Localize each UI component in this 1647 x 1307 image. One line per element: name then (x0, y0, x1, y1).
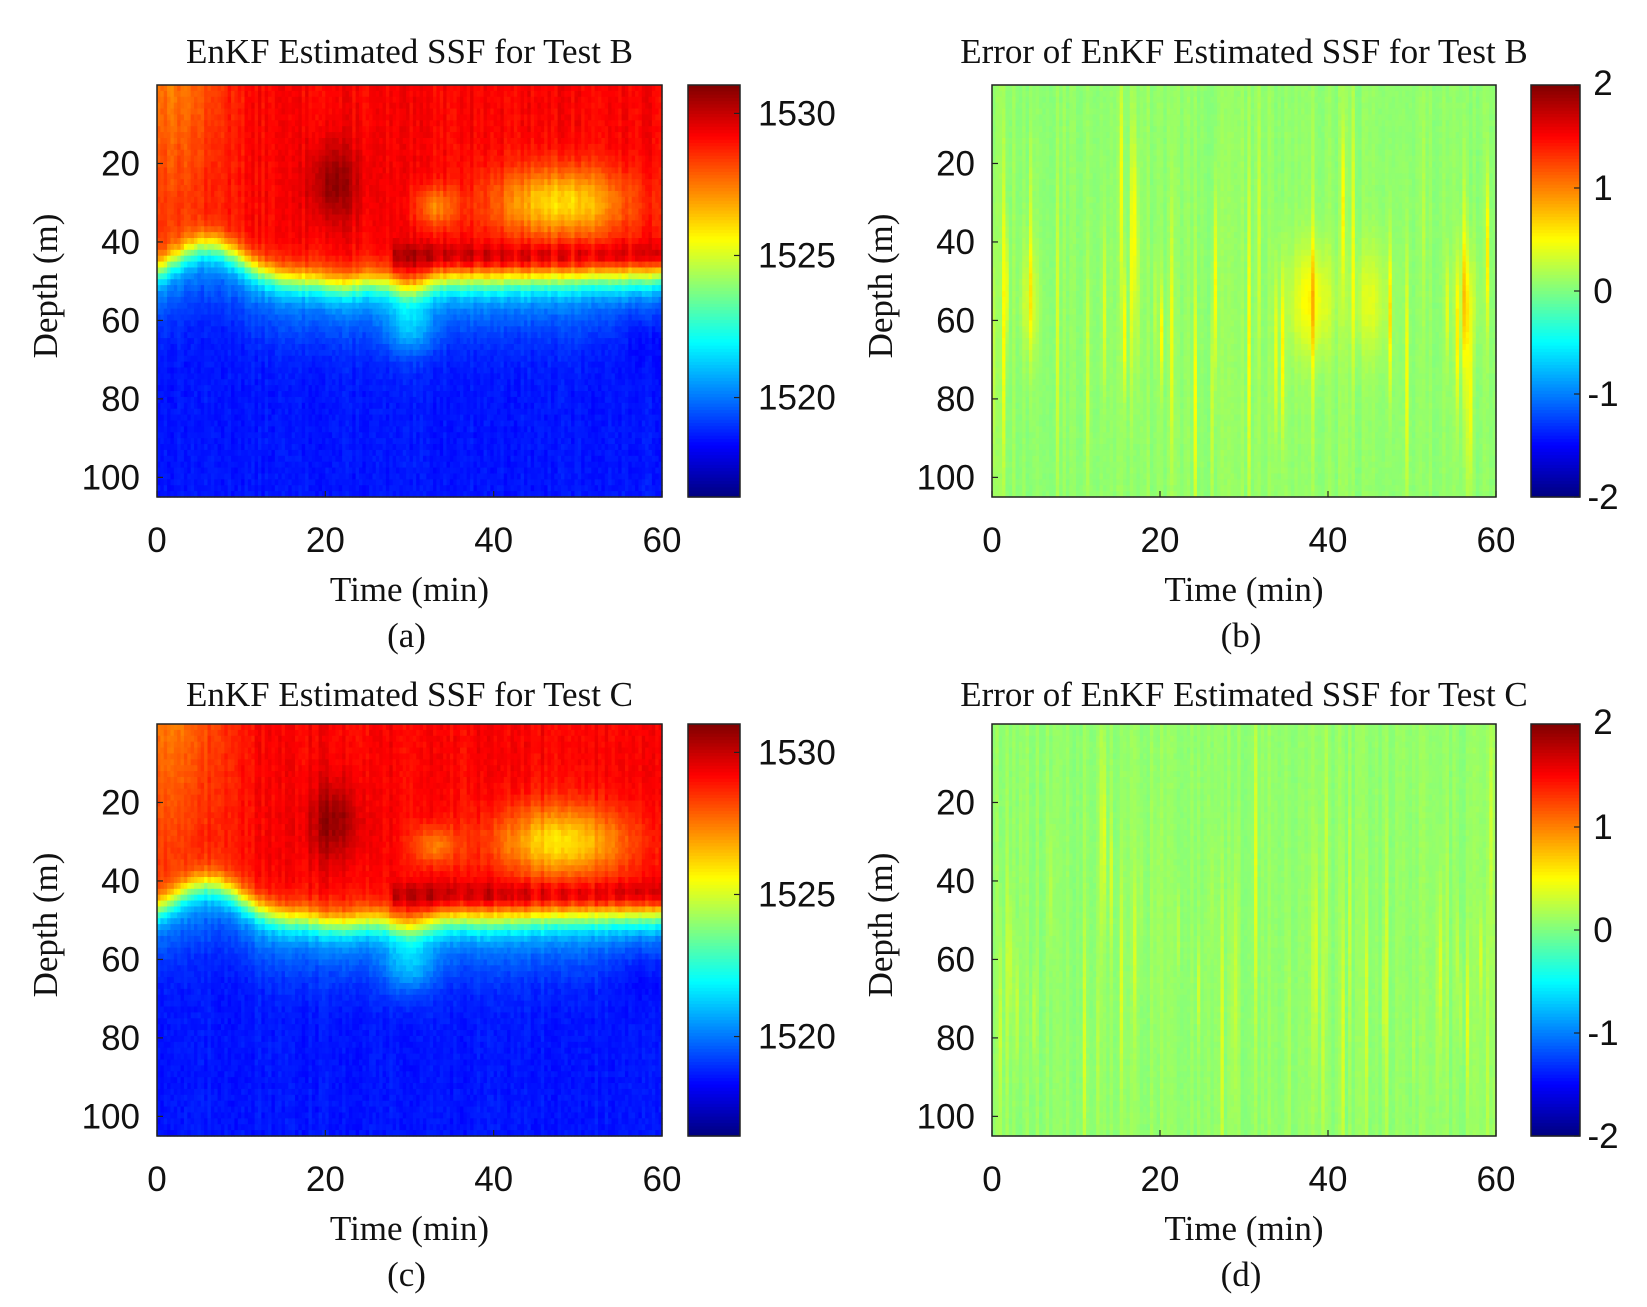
y-axis-label: Depth (m) (861, 214, 900, 359)
y-tick-label: 80 (936, 1019, 975, 1058)
colorbar-tick-label: 1 (1593, 169, 1612, 208)
colorbar-tick-label: 0 (1593, 911, 1612, 950)
x-tick-label: 0 (982, 521, 1001, 560)
heatmap (157, 724, 663, 1137)
y-tick-label: 20 (936, 783, 975, 822)
colorbar-tick-label: -2 (1587, 1117, 1618, 1156)
y-tick-label: 20 (101, 144, 140, 183)
y-axis-ticks: 20 40 60 80 100 (82, 783, 163, 1136)
colorbar-tick-label: 1530 (758, 94, 836, 133)
panel-d: Error of EnKF Estimated SSF for Test C20… (861, 675, 1619, 1294)
colorbar-tick-label: 1520 (758, 1018, 836, 1057)
x-axis-ticks: 0 20 40 60 (982, 1130, 1515, 1199)
x-tick-label: 60 (643, 1160, 682, 1199)
y-axis-ticks: 20 40 60 80 100 (917, 783, 998, 1136)
panel-title: Error of EnKF Estimated SSF for Test C (960, 675, 1528, 714)
x-tick-label: 40 (474, 521, 513, 560)
x-tick-label: 0 (982, 1160, 1001, 1199)
panel-sublabel: (c) (387, 1255, 426, 1294)
colorbar-tick-label: 1520 (758, 379, 836, 418)
x-tick-label: 20 (306, 521, 345, 560)
y-tick-label: 60 (936, 301, 975, 340)
y-tick-label: 80 (936, 380, 975, 419)
y-tick-label: 40 (936, 223, 975, 262)
heatmap (992, 85, 1497, 498)
panel-a: EnKF Estimated SSF for Test B 20 40 60 80 100… (26, 32, 836, 655)
x-tick-label: 40 (474, 1160, 513, 1199)
y-tick-label: 60 (101, 301, 140, 340)
y-tick-label: 100 (82, 458, 140, 497)
y-tick-label: 20 (101, 783, 140, 822)
axes-frame (156, 723, 663, 1137)
x-axis-label: Time (min) (330, 570, 489, 609)
colorbar-tick-label: -1 (1587, 1014, 1618, 1053)
y-tick-label: 80 (101, 380, 140, 419)
x-tick-label: 0 (147, 1160, 166, 1199)
y-tick-label: 40 (936, 862, 975, 901)
panel-sublabel: (a) (387, 616, 426, 655)
x-tick-label: 40 (1309, 1160, 1348, 1199)
axes-frame (991, 84, 1497, 498)
x-axis-label: Time (min) (1164, 1209, 1323, 1248)
colorbar-tick-label: 2 (1593, 64, 1612, 103)
axes-frame (156, 84, 663, 498)
colorbar: 1520 1525 1530 (687, 723, 836, 1137)
x-axis-ticks: 0 20 40 60 (982, 491, 1515, 560)
x-axis-label: Time (min) (1164, 570, 1323, 609)
y-tick-label: 60 (101, 940, 140, 979)
x-tick-label: 60 (643, 521, 682, 560)
colorbar-tick-label: 0 (1593, 272, 1612, 311)
colorbar-tick-label: 2 (1593, 703, 1612, 742)
panel-title: EnKF Estimated SSF for Test C (186, 675, 633, 714)
panel-sublabel: (d) (1221, 1255, 1262, 1294)
y-tick-label: 100 (82, 1097, 140, 1136)
y-axis-ticks: 20 40 60 80 100 (917, 144, 998, 497)
colorbar-tick-label: 1525 (758, 875, 836, 914)
colorbar: 1520 1525 1530 (687, 84, 836, 498)
x-tick-label: 60 (1477, 521, 1516, 560)
x-tick-label: 0 (147, 521, 166, 560)
x-tick-label: 20 (306, 1160, 345, 1199)
y-tick-label: 20 (936, 144, 975, 183)
y-tick-label: 40 (101, 223, 140, 262)
x-axis-ticks: 0 20 40 60 (147, 491, 681, 560)
y-axis-ticks: 20 40 60 80 100 (82, 144, 163, 497)
colorbar-tick-label: 1 (1593, 808, 1612, 847)
x-axis-label: Time (min) (330, 1209, 489, 1248)
y-tick-label: 80 (101, 1019, 140, 1058)
x-tick-label: 60 (1477, 1160, 1516, 1199)
x-axis-ticks: 0 20 40 60 (147, 1130, 681, 1199)
x-tick-label: 20 (1141, 521, 1180, 560)
y-axis-label: Depth (m) (861, 853, 900, 998)
colorbar-tick-label: -2 (1587, 478, 1618, 517)
panel-c: EnKF Estimated SSF for Test C 20 40 60 80 100… (26, 675, 836, 1294)
colorbar: -2 -1 0 1 2 (1530, 703, 1619, 1156)
y-tick-label: 100 (917, 1097, 975, 1136)
y-tick-label: 60 (936, 940, 975, 979)
heatmap (157, 85, 663, 498)
colorbar-tick-label: 1525 (758, 236, 836, 275)
panel-sublabel: (b) (1221, 616, 1262, 655)
y-tick-label: 40 (101, 862, 140, 901)
panel-b: Error of EnKF Estimated SSF for Test B20… (861, 32, 1619, 655)
panel-title: EnKF Estimated SSF for Test B (186, 32, 633, 71)
colorbar-tick-label: -1 (1587, 375, 1618, 414)
colorbar: -2 -1 0 1 2 (1530, 64, 1619, 517)
heatmap (992, 724, 1497, 1137)
x-tick-label: 20 (1141, 1160, 1180, 1199)
y-axis-label: Depth (m) (26, 853, 65, 998)
x-tick-label: 40 (1309, 521, 1348, 560)
panel-title: Error of EnKF Estimated SSF for Test B (960, 32, 1528, 71)
axes-frame (991, 723, 1497, 1137)
colorbar-tick-label: 1530 (758, 733, 836, 772)
y-tick-label: 100 (917, 458, 975, 497)
y-axis-label: Depth (m) (26, 214, 65, 359)
